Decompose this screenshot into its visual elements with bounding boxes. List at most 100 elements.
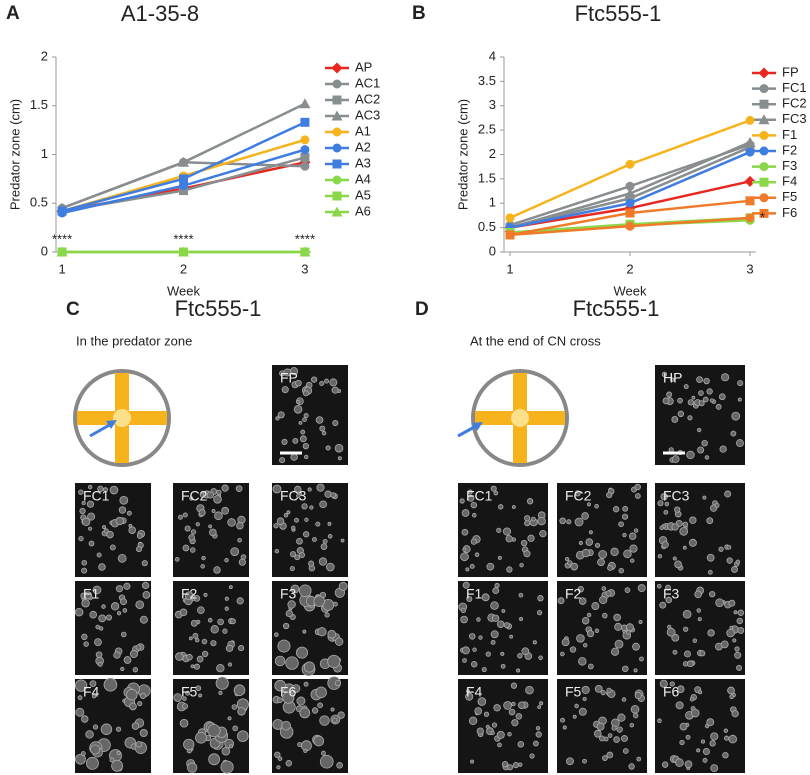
cell	[141, 581, 150, 590]
cell	[79, 507, 86, 515]
cell	[465, 692, 474, 701]
cell	[560, 717, 566, 723]
cell	[469, 633, 476, 640]
data-point	[178, 156, 189, 167]
legend-marker	[332, 127, 342, 137]
tile-label: F4	[83, 684, 100, 700]
cell	[622, 505, 629, 512]
data-point	[745, 213, 755, 223]
cell	[296, 399, 300, 404]
cell	[319, 500, 327, 509]
cell	[289, 566, 295, 572]
cell	[201, 638, 208, 645]
data-point	[56, 246, 68, 257]
cell	[296, 493, 301, 498]
cell	[719, 445, 727, 453]
x-tick-label: 3	[746, 261, 753, 276]
cell	[319, 715, 330, 726]
cell	[461, 509, 470, 517]
cell	[294, 517, 299, 523]
data-point	[178, 246, 189, 257]
legend-marker	[759, 162, 769, 172]
legend-marker	[758, 114, 770, 125]
cell	[714, 502, 720, 508]
cell	[195, 685, 202, 692]
cell	[734, 651, 742, 659]
cell	[87, 512, 96, 521]
cell	[736, 617, 744, 625]
y-tick-label: 0	[41, 243, 48, 258]
cell	[329, 378, 338, 387]
cell	[303, 681, 309, 687]
cell	[327, 521, 332, 526]
cell	[697, 446, 705, 454]
cell	[113, 651, 121, 659]
cell	[511, 701, 516, 707]
x-tick-label: 3	[301, 261, 308, 276]
cell	[90, 744, 101, 755]
cell	[616, 726, 623, 733]
cell	[221, 506, 230, 515]
cell	[137, 700, 143, 707]
cell	[120, 666, 125, 672]
cell	[74, 679, 88, 692]
cell	[109, 544, 116, 551]
panel-title: Ftc555-1	[573, 296, 660, 321]
cell	[509, 634, 514, 639]
legend-label: FC2	[782, 96, 807, 111]
cell	[277, 697, 283, 704]
cell	[296, 696, 306, 706]
cell	[222, 628, 228, 634]
cell	[139, 615, 148, 624]
cell	[497, 555, 502, 560]
cell	[122, 608, 128, 613]
cell	[290, 551, 297, 558]
tile-label: F6	[280, 684, 297, 700]
cell	[622, 532, 627, 538]
legend-label: A3	[355, 155, 371, 170]
cell	[276, 517, 285, 525]
cell	[578, 707, 587, 716]
cell	[302, 531, 310, 538]
cell	[227, 716, 232, 721]
cell	[224, 606, 229, 611]
annotation: *	[760, 209, 765, 224]
cell	[103, 677, 118, 692]
cell	[704, 455, 710, 460]
y-tick-label: 2	[489, 146, 496, 161]
cell	[210, 640, 217, 647]
cell	[633, 668, 638, 673]
cell	[614, 639, 624, 649]
cell	[706, 553, 715, 562]
cell	[657, 718, 662, 723]
cell	[601, 586, 607, 591]
cell	[311, 707, 319, 714]
panel-label: B	[412, 3, 426, 24]
cell	[566, 519, 572, 525]
cell	[139, 692, 147, 700]
cell	[625, 623, 634, 632]
cell	[318, 557, 328, 566]
legend-label: A2	[355, 139, 371, 154]
cell	[736, 664, 743, 671]
cell	[78, 489, 84, 495]
cell	[229, 744, 234, 749]
cell	[227, 518, 236, 527]
cell	[517, 653, 523, 659]
data-point	[625, 208, 635, 218]
cell	[696, 376, 703, 384]
cell	[81, 633, 88, 641]
cell	[685, 734, 691, 740]
cell	[173, 693, 182, 702]
cell	[559, 517, 566, 525]
cell	[88, 540, 95, 547]
cell	[671, 416, 679, 423]
cell	[715, 598, 724, 607]
cell	[600, 689, 606, 696]
y-tick-label: 0.5	[478, 219, 496, 234]
cell	[102, 525, 107, 530]
cell	[698, 690, 703, 695]
cell	[190, 664, 195, 669]
cell	[334, 637, 344, 646]
cell	[606, 491, 613, 499]
